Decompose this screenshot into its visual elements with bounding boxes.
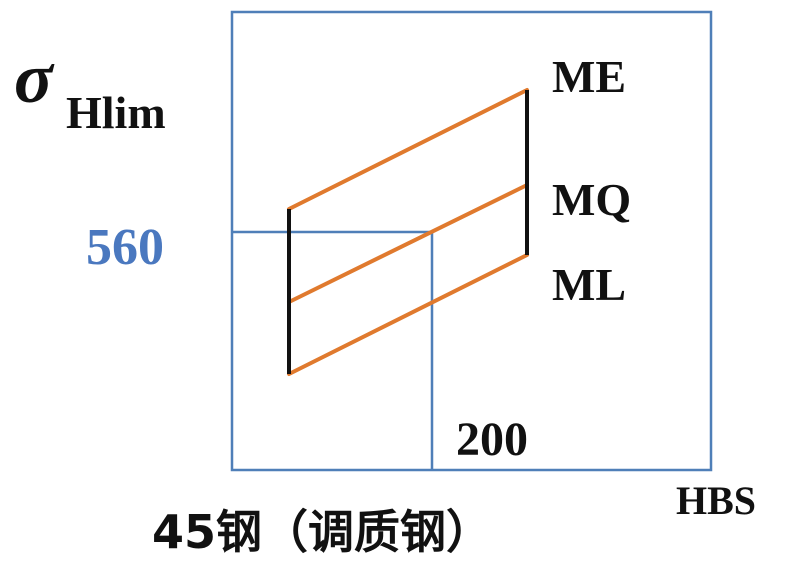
- y-axis-symbol: σ: [14, 38, 55, 118]
- line-mq: [287, 183, 529, 304]
- y-value-label: 560: [86, 219, 164, 276]
- label-ml: ML: [552, 259, 626, 310]
- line-me: [287, 88, 529, 211]
- y-axis-subscript: Hlim: [66, 87, 166, 138]
- x-value-label: 200: [456, 413, 528, 466]
- x-unit-label: HBS: [676, 478, 756, 523]
- plot-frame: [230, 10, 713, 472]
- material-caption: 45钢（调质钢）: [152, 505, 492, 557]
- line-ml: [287, 253, 529, 376]
- label-me: ME: [552, 51, 626, 102]
- label-mq: MQ: [552, 174, 631, 225]
